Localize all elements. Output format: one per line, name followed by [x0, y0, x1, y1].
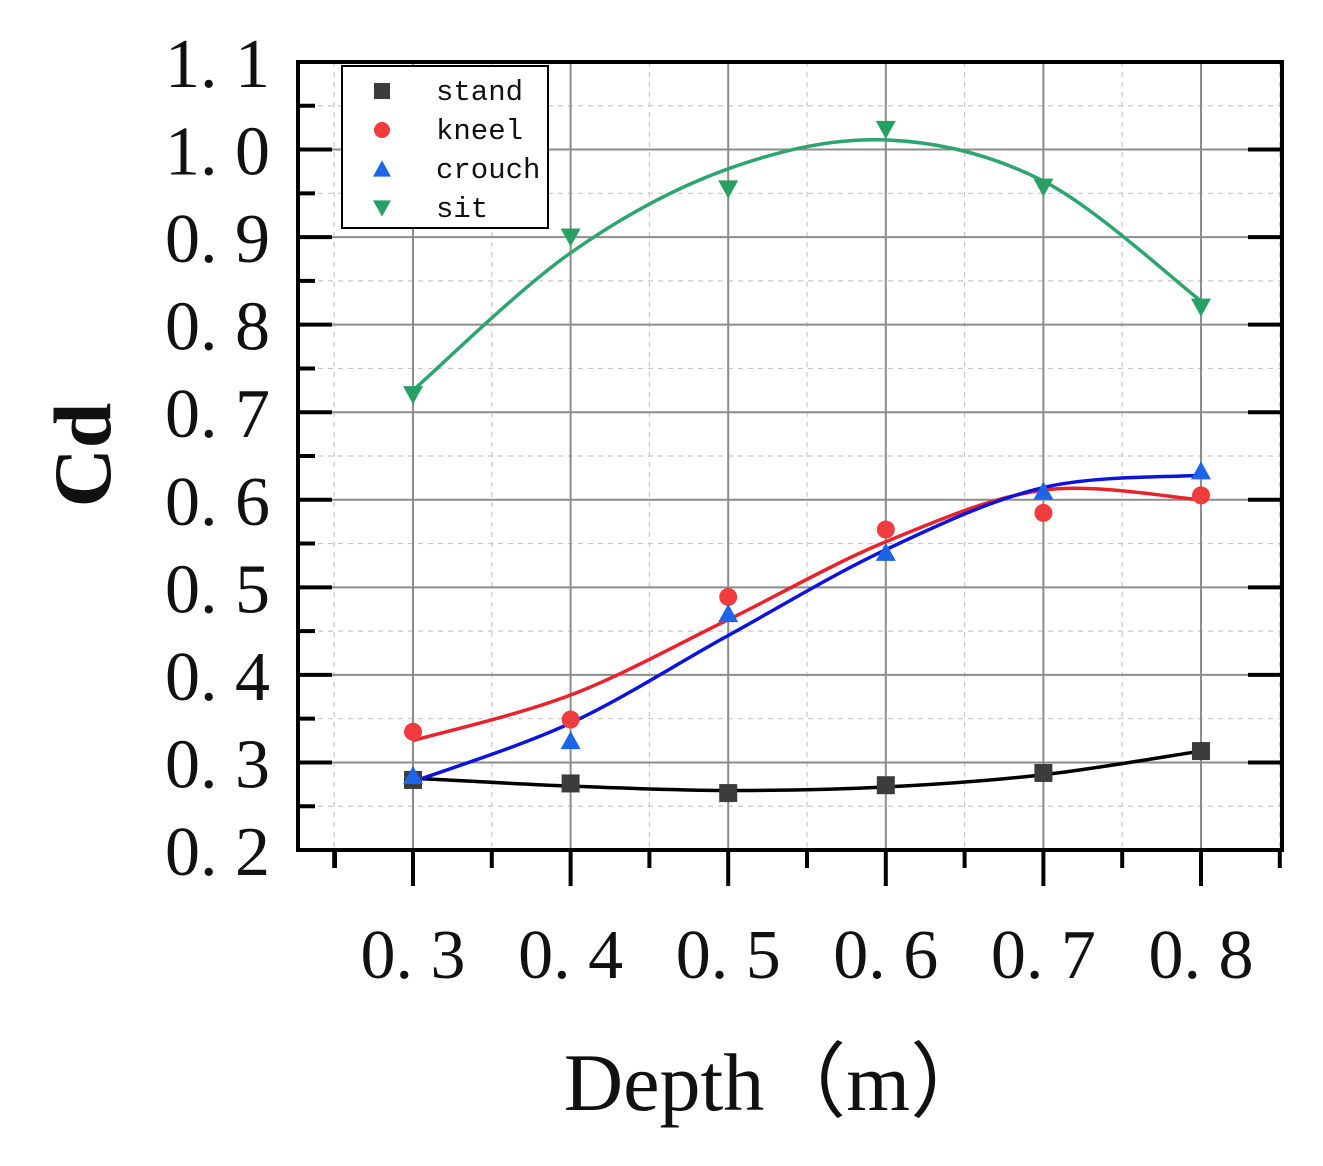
point-crouch: [718, 604, 739, 623]
point-sit: [1033, 178, 1054, 197]
y-tick-labels: 0. 2 0. 3 0. 4 0. 5 0. 6 0. 7 0. 8 0. 9 1. 0 1. 1: [165, 26, 270, 891]
fit-line-sit: [411, 137, 1203, 392]
point-kneel: [719, 587, 738, 606]
y-tick-label: 0. 9: [165, 201, 270, 278]
point-sit: [875, 120, 896, 139]
point-sit: [403, 386, 423, 405]
legend-marker-stand: [374, 83, 390, 99]
point-sit: [718, 180, 739, 199]
legend-label-stand: stand: [436, 76, 523, 109]
legend-marker-crouch: [373, 160, 391, 177]
point-crouch: [1191, 461, 1211, 480]
point-crouch: [560, 731, 581, 750]
legend-marker-kneel: [374, 122, 390, 138]
fit-line-stand: [412, 749, 1202, 793]
point-kneel: [1192, 486, 1210, 505]
point-stand: [1192, 742, 1210, 761]
point-stand: [1034, 763, 1053, 782]
x-axis-label: Depth（m）: [564, 1037, 992, 1128]
point-kneel: [404, 722, 422, 741]
point-kneel: [1034, 503, 1053, 522]
legend-label-crouch: crouch: [436, 154, 540, 187]
y-tick-label: 0. 5: [165, 551, 270, 628]
axis-ticks: [298, 60, 1282, 886]
data-points: [403, 120, 1211, 803]
legend-label-sit: sit: [436, 193, 488, 226]
point-stand: [561, 774, 580, 793]
y-tick-label: 0. 8: [165, 289, 270, 366]
legend: stand kneel crouch sit: [341, 65, 549, 229]
x-tick-label: 0. 8: [1149, 917, 1254, 994]
x-tick-label: 0. 3: [361, 917, 466, 994]
point-kneel: [876, 520, 895, 539]
fit-line-kneel: [412, 486, 1202, 743]
point-kneel: [561, 710, 580, 729]
point-stand: [719, 784, 738, 803]
fit-curves: [411, 137, 1203, 793]
x-tick-label: 0. 6: [833, 917, 938, 994]
point-sit: [560, 228, 581, 247]
point-stand: [876, 776, 895, 795]
y-tick-label: 0. 3: [165, 726, 270, 803]
y-tick-label: 1. 1: [165, 26, 270, 103]
x-tick-label: 0. 4: [518, 917, 623, 994]
x-tick-label: 0. 5: [676, 917, 781, 994]
legend-label-kneel: kneel: [436, 115, 523, 148]
y-tick-label: 0. 4: [165, 639, 270, 716]
y-tick-label: 0. 6: [165, 464, 270, 541]
legend-marker-sit: [373, 200, 391, 217]
y-tick-label: 0. 7: [165, 376, 270, 453]
x-tick-labels: 0. 3 0. 4 0. 5 0. 6 0. 7 0. 8: [361, 917, 1254, 994]
point-crouch: [403, 766, 423, 785]
point-crouch: [875, 542, 896, 561]
y-tick-label: 0. 2: [165, 814, 270, 891]
y-axis-label: Cd: [37, 403, 128, 508]
fit-line-crouch: [412, 473, 1202, 784]
point-sit: [1191, 298, 1211, 317]
y-tick-label: 1. 0: [165, 114, 270, 191]
point-crouch: [1033, 481, 1054, 500]
x-tick-label: 0. 7: [991, 917, 1096, 994]
